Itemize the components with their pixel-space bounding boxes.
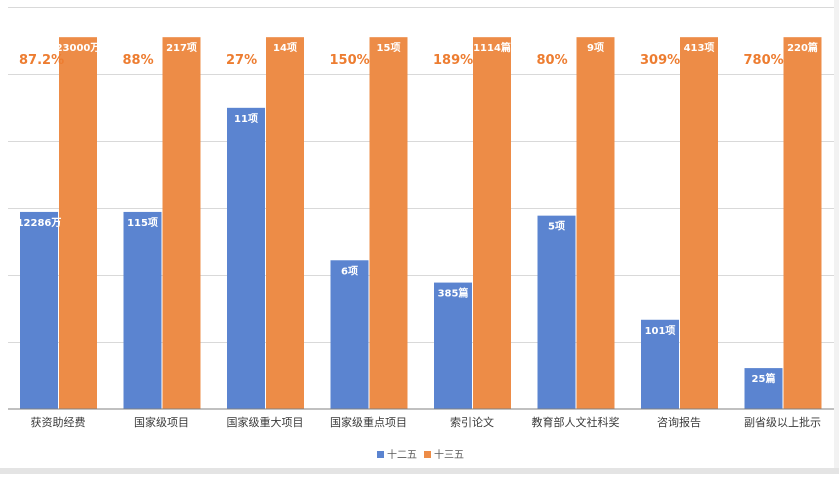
bar-series1[interactable] — [537, 215, 576, 409]
growth-rate-label: 189% — [433, 53, 473, 68]
category-label: 咨询报告 — [657, 415, 701, 429]
data-label: 11项 — [234, 113, 258, 125]
data-label: 217项 — [166, 42, 197, 54]
bar-series1[interactable] — [123, 211, 162, 409]
legend-item[interactable]: 十二五 — [377, 448, 417, 461]
legend-swatch — [424, 451, 431, 458]
bar-series2[interactable] — [576, 37, 615, 409]
data-label: 25篇 — [752, 372, 776, 385]
category-label: 副省级以上批示 — [744, 415, 821, 429]
bar-series1[interactable] — [434, 282, 472, 409]
data-label: 23000万 — [56, 42, 101, 54]
growth-rate-label: 309% — [640, 53, 680, 68]
growth-rate-label: 80% — [537, 53, 568, 68]
data-label: 14项 — [273, 42, 297, 54]
category-label: 国家级项目 — [134, 415, 189, 429]
bar-series2[interactable] — [162, 37, 201, 409]
legend-label: 十三五 — [434, 448, 464, 461]
bar-series1[interactable] — [20, 211, 58, 409]
bar-layer — [20, 37, 822, 409]
legend[interactable]: 十二五 十三五 — [377, 448, 464, 461]
category-label: 索引论文 — [450, 415, 494, 429]
bar-series2[interactable] — [680, 37, 718, 409]
bar-series1[interactable] — [227, 107, 265, 409]
data-label: 9项 — [587, 42, 604, 54]
data-label: 12286万 — [17, 217, 62, 229]
data-label: 413项 — [684, 42, 715, 54]
growth-rate-label: 780% — [744, 53, 784, 68]
data-label: 1114篇 — [473, 41, 511, 54]
category-labels: 获资助经费 国家级项目 国家级重大项目 国家级重点项目 索引论文 教育部人文社科奖 咨询报告… — [31, 415, 822, 429]
legend-swatch — [377, 451, 384, 458]
data-label: 385篇 — [438, 287, 469, 300]
category-label: 教育部人文社科奖 — [532, 415, 620, 429]
growth-rate-label: 150% — [330, 53, 370, 68]
legend-item[interactable]: 十三五 — [424, 448, 464, 461]
category-label: 获资助经费 — [31, 415, 86, 429]
data-label: 220篇 — [787, 41, 818, 54]
data-label: 6项 — [341, 265, 358, 277]
bar-series2[interactable] — [59, 37, 97, 409]
bar-series2[interactable] — [369, 37, 408, 409]
bar-series1[interactable] — [330, 260, 369, 409]
legend-label: 十二五 — [387, 448, 417, 461]
bar-series1[interactable] — [744, 368, 783, 409]
growth-rate-label: 27% — [226, 53, 257, 68]
growth-rate-label: 87.2% — [19, 53, 64, 68]
growth-rate-label: 88% — [123, 53, 154, 68]
data-label: 15项 — [377, 42, 401, 54]
window-edge — [834, 0, 839, 474]
data-label: 115项 — [127, 217, 158, 229]
data-label: 5项 — [548, 221, 565, 233]
category-label: 国家级重点项目 — [330, 415, 407, 429]
category-label: 国家级重大项目 — [227, 415, 304, 429]
scroll-strip — [0, 468, 839, 474]
bar-series1[interactable] — [641, 319, 679, 409]
bar-series2[interactable] — [266, 37, 304, 409]
data-label: 101项 — [645, 325, 676, 337]
bar-series2[interactable] — [783, 37, 822, 409]
bar-series2[interactable] — [473, 37, 511, 409]
